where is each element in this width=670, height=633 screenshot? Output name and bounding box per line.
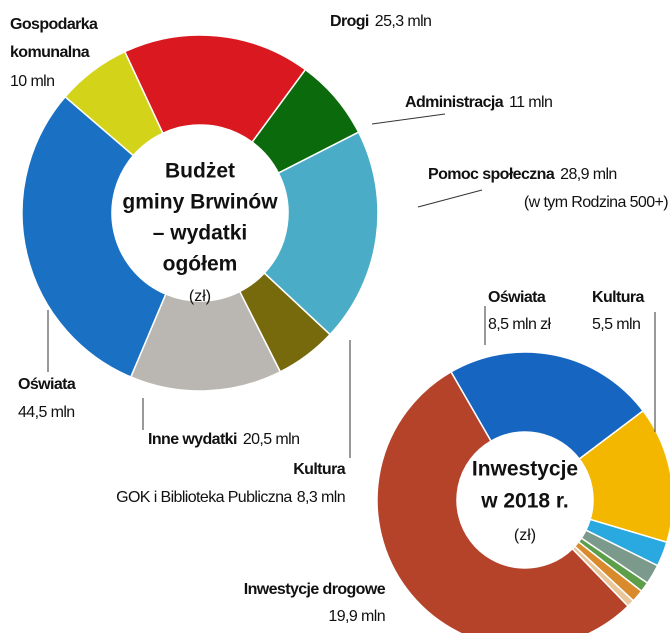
value-label: 44,5 mln	[18, 404, 75, 421]
center-title: ogółem	[163, 253, 238, 276]
donut-hole	[457, 432, 593, 568]
label-name: Inne wydatki	[148, 431, 237, 448]
center-title: w 2018 r.	[480, 490, 569, 513]
center-title: – wydatki	[153, 222, 248, 245]
value-label: 10 mln	[10, 73, 54, 90]
label: Inwestycje drogowe	[244, 581, 386, 598]
label-note: (w tym Rodzina 500+)	[524, 194, 668, 211]
center-title: gminy Brwinów	[122, 191, 278, 214]
note: GOK i Biblioteka Publiczna	[116, 489, 292, 506]
label: Oświata	[488, 289, 546, 306]
label-note: GOK i Biblioteka Publiczna 8,3 mln	[116, 489, 345, 506]
center-title: Budżet	[165, 160, 235, 183]
wedge	[64, 50, 164, 157]
label-line: komunalna	[10, 44, 90, 61]
label-name: Pomoc społeczna	[428, 166, 555, 183]
center-title: Inwestycje	[472, 458, 578, 481]
note: (w tym Rodzina 500+)	[524, 194, 668, 211]
label: Oświata	[18, 376, 76, 393]
label-name: Gospodarka komunalna	[10, 16, 101, 61]
label-name: Oświata	[18, 376, 76, 393]
leader-line	[417, 189, 483, 208]
value-label: 20,5 mln	[243, 431, 300, 448]
value-label: 19,9 mln	[328, 608, 385, 625]
label-name: Kultura	[293, 461, 346, 478]
leader-line	[371, 113, 446, 125]
center-unit: (zł)	[189, 288, 211, 305]
label: Administracja 11 mln	[405, 94, 552, 111]
value-label: 28,9 mln	[560, 166, 617, 183]
label-name: Kultura	[592, 289, 645, 306]
value-label: 8,5 mln zł	[488, 316, 552, 333]
label: Pomoc społeczna 28,9 mln	[428, 166, 617, 183]
label: Drogi 25,3 mln	[330, 13, 431, 30]
value-label: 11 mln	[509, 94, 552, 111]
label-name: Drogi	[330, 13, 369, 30]
label-name: Administracja	[405, 94, 504, 111]
value-label: 25,3 mln	[375, 13, 432, 30]
label-line: Gospodarka	[10, 16, 101, 33]
donut-hole	[112, 125, 288, 301]
center-unit: (zł)	[514, 527, 536, 544]
label: Kultura	[293, 461, 346, 478]
label-name: Inwestycje drogowe	[244, 581, 386, 598]
value-label: 8,3 mln	[297, 489, 345, 506]
label: Gospodarka komunalna	[10, 16, 101, 61]
label: Kultura	[592, 289, 645, 306]
label-name: Oświata	[488, 289, 546, 306]
label: Inne wydatki 20,5 mln	[148, 431, 299, 448]
value-label: 5,5 mln	[592, 316, 640, 333]
